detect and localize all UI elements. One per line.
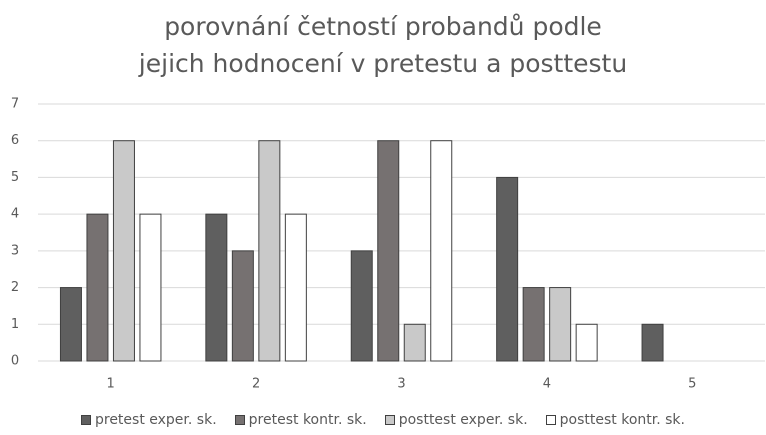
bar xyxy=(231,250,254,362)
legend-item: pretest kontr. sk. xyxy=(234,412,367,428)
y-tick-label: 4 xyxy=(11,207,19,222)
y-tick-label: 6 xyxy=(11,133,19,148)
legend: pretest exper. sk. pretest kontr. sk. post… xyxy=(0,412,766,428)
bar xyxy=(575,323,598,362)
bar xyxy=(284,213,307,362)
legend-item: pretest exper. sk. xyxy=(80,412,217,428)
x-tick-label: 5 xyxy=(688,377,696,392)
y-tick-label: 2 xyxy=(11,280,19,295)
bar xyxy=(641,323,664,362)
y-tick-label: 3 xyxy=(11,243,19,258)
legend-label: posttest kontr. sk. xyxy=(559,412,685,428)
bar xyxy=(86,213,109,362)
legend-item: posttest exper. sk. xyxy=(384,412,528,428)
legend-swatch xyxy=(80,415,91,425)
bar xyxy=(112,140,135,362)
y-tick-label: 5 xyxy=(11,170,19,185)
bar xyxy=(59,287,82,362)
legend-swatch xyxy=(545,415,556,425)
bar xyxy=(496,176,519,362)
chart-title: porovnání četností probandů podle jejich… xyxy=(138,12,628,78)
bar xyxy=(205,213,228,362)
bar xyxy=(549,287,572,362)
legend-label: pretest kontr. sk. xyxy=(248,412,367,428)
bar xyxy=(377,140,400,362)
legend-item: posttest kontr. sk. xyxy=(545,412,685,428)
bar xyxy=(350,250,373,362)
y-tick-label: 1 xyxy=(11,317,19,332)
bar xyxy=(522,287,545,362)
bar xyxy=(403,323,426,362)
x-tick-label: 3 xyxy=(397,377,405,392)
bar xyxy=(430,140,453,362)
legend-label: pretest exper. sk. xyxy=(94,412,217,428)
plot: 0 1 2 3 4 5 6 7 1 2 3 4 5 xyxy=(11,97,765,392)
x-tick-label: 2 xyxy=(252,377,260,392)
y-tick-label: 7 xyxy=(11,97,19,112)
bar xyxy=(139,213,162,362)
legend-swatch xyxy=(234,415,245,425)
y-tick-label: 0 xyxy=(11,354,19,369)
legend-swatch xyxy=(384,415,395,425)
bar xyxy=(258,140,281,362)
x-tick-label: 1 xyxy=(107,377,115,392)
legend-label: posttest exper. sk. xyxy=(398,412,528,428)
x-tick-label: 4 xyxy=(543,377,551,392)
